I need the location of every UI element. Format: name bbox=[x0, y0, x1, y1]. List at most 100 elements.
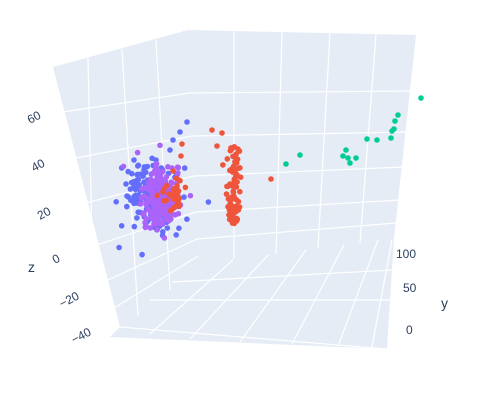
point-series-4 bbox=[347, 160, 353, 166]
point-series-3 bbox=[154, 192, 161, 199]
point-series-2 bbox=[156, 215, 162, 221]
point-series-1 bbox=[124, 203, 130, 210]
point-series-4 bbox=[389, 128, 395, 134]
point-series-1 bbox=[131, 157, 137, 163]
point-series-3 bbox=[233, 203, 239, 209]
point-series-2 bbox=[163, 174, 170, 180]
point-series-3 bbox=[173, 203, 180, 209]
point-series-2 bbox=[137, 201, 144, 207]
point-series-4 bbox=[364, 136, 370, 142]
point-series-2 bbox=[163, 205, 169, 212]
point-series-2 bbox=[187, 192, 194, 199]
point-series-4 bbox=[353, 155, 359, 161]
point-series-4 bbox=[388, 135, 394, 141]
point-series-3 bbox=[226, 207, 233, 213]
point-series-1 bbox=[160, 229, 166, 235]
point-series-1 bbox=[133, 200, 139, 206]
point-series-3 bbox=[229, 146, 235, 152]
point-series-1 bbox=[134, 215, 140, 221]
y-axis-title: y bbox=[441, 295, 448, 311]
point-series-3 bbox=[164, 182, 170, 189]
point-series-4 bbox=[345, 155, 351, 161]
y-tick-label: 0 bbox=[406, 323, 413, 337]
data-points bbox=[113, 95, 424, 258]
z-tick-label: −40 bbox=[69, 325, 94, 347]
point-series-3 bbox=[209, 127, 215, 133]
point-series-1 bbox=[167, 147, 173, 153]
point-series-3 bbox=[224, 183, 230, 190]
point-series-2 bbox=[143, 215, 150, 222]
point-series-3 bbox=[235, 198, 242, 205]
point-series-2 bbox=[149, 171, 155, 177]
point-series-1 bbox=[170, 137, 176, 143]
point-series-3 bbox=[166, 191, 172, 197]
point-series-3 bbox=[228, 194, 234, 201]
point-series-1 bbox=[128, 197, 134, 204]
point-series-2 bbox=[160, 218, 166, 225]
point-series-2 bbox=[157, 180, 163, 186]
point-series-2 bbox=[160, 168, 166, 175]
point-series-2 bbox=[154, 201, 160, 207]
point-series-3 bbox=[268, 176, 274, 182]
back-wall-right bbox=[188, 30, 416, 264]
point-series-2 bbox=[147, 225, 153, 231]
point-series-1 bbox=[140, 173, 146, 179]
point-series-3 bbox=[236, 148, 243, 154]
point-series-2 bbox=[175, 210, 182, 217]
point-series-1 bbox=[134, 171, 140, 178]
point-series-2 bbox=[142, 224, 149, 231]
point-series-2 bbox=[161, 235, 168, 241]
point-series-1 bbox=[176, 225, 182, 231]
point-series-2 bbox=[162, 178, 169, 184]
point-series-2 bbox=[134, 149, 141, 156]
point-series-2 bbox=[147, 176, 154, 183]
point-series-1 bbox=[124, 193, 130, 199]
point-series-3 bbox=[170, 168, 176, 174]
point-series-1 bbox=[139, 251, 145, 258]
point-series-2 bbox=[151, 183, 158, 190]
point-series-4 bbox=[340, 153, 346, 159]
y-tick-label: 100 bbox=[396, 247, 416, 261]
point-series-1 bbox=[135, 162, 142, 169]
point-series-3 bbox=[178, 153, 184, 159]
point-series-1 bbox=[181, 194, 187, 200]
z-axis-ticks: 60 40 20 0 −20 −40 bbox=[25, 108, 94, 347]
point-series-3 bbox=[233, 218, 240, 224]
point-series-3 bbox=[179, 141, 185, 147]
point-series-3 bbox=[174, 182, 180, 189]
point-series-4 bbox=[418, 95, 424, 101]
z-tick-label: 0 bbox=[50, 251, 63, 267]
z-axis-title: z bbox=[28, 259, 35, 275]
point-series-3 bbox=[171, 196, 178, 203]
z-tick-label: −20 bbox=[57, 289, 82, 311]
point-series-1 bbox=[135, 176, 142, 183]
point-series-3 bbox=[223, 191, 230, 197]
point-series-3 bbox=[224, 156, 231, 162]
point-series-1 bbox=[184, 119, 190, 125]
point-series-1 bbox=[173, 232, 179, 238]
point-series-2 bbox=[153, 161, 160, 167]
z-tick-label: 60 bbox=[25, 108, 44, 127]
point-series-3 bbox=[160, 189, 166, 195]
point-series-4 bbox=[283, 161, 289, 167]
point-series-4 bbox=[297, 152, 303, 158]
point-series-3 bbox=[220, 162, 226, 168]
point-series-2 bbox=[138, 186, 145, 192]
point-series-1 bbox=[205, 199, 212, 205]
point-series-3 bbox=[230, 183, 236, 189]
point-series-1 bbox=[144, 163, 151, 170]
point-series-2 bbox=[154, 227, 160, 233]
y-axis-ticks: 100 50 0 bbox=[396, 247, 417, 337]
point-series-2 bbox=[145, 184, 152, 191]
point-series-2 bbox=[152, 165, 159, 172]
point-series-4 bbox=[343, 147, 349, 153]
point-series-3 bbox=[231, 177, 238, 183]
point-series-3 bbox=[161, 198, 167, 204]
point-series-2 bbox=[140, 211, 146, 217]
point-series-1 bbox=[131, 223, 138, 230]
point-series-1 bbox=[181, 165, 188, 171]
point-series-1 bbox=[123, 181, 129, 187]
point-series-1 bbox=[164, 225, 171, 231]
point-series-1 bbox=[177, 129, 183, 135]
